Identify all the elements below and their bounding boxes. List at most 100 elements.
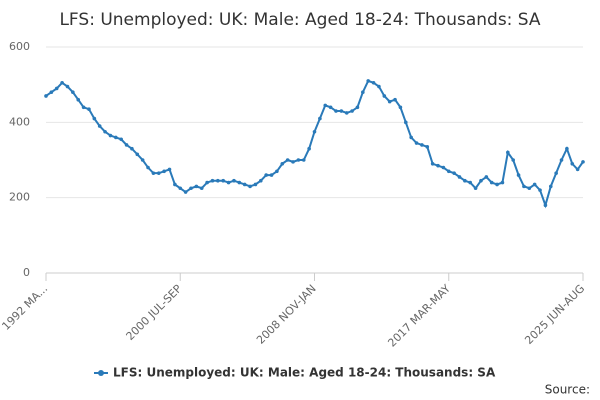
data-point — [280, 161, 285, 166]
x-tick-label: 2025 JUN-AUG — [522, 282, 587, 347]
data-point — [393, 97, 397, 102]
data-point — [554, 171, 558, 175]
x-tick-label: 2000 JUL-SEP — [123, 282, 184, 343]
data-point — [318, 116, 322, 121]
data-point — [420, 143, 424, 147]
data-point — [441, 165, 446, 170]
data-point — [398, 105, 403, 110]
data-point — [548, 184, 553, 189]
data-point — [409, 135, 413, 140]
data-point — [559, 158, 564, 162]
data-point — [479, 178, 483, 183]
data-point — [350, 109, 354, 113]
data-point — [403, 120, 408, 125]
y-tick-label: 200 — [9, 191, 30, 204]
data-point — [425, 145, 430, 149]
data-point — [97, 124, 102, 128]
data-point — [54, 86, 59, 91]
data-point — [312, 129, 317, 134]
data-point — [328, 105, 333, 110]
x-tick-label: 2017 MAR-MAY — [385, 282, 453, 350]
chart-title: LFS: Unemployed: UK: Male: Aged 18-24: T… — [59, 10, 540, 30]
data-point — [124, 143, 129, 147]
data-point — [151, 171, 156, 175]
data-point — [361, 90, 365, 94]
data-point — [382, 94, 387, 98]
data-point — [44, 94, 48, 98]
data-point — [291, 160, 295, 164]
data-point — [452, 171, 456, 175]
data-point — [543, 203, 548, 207]
data-point — [259, 178, 263, 183]
data-point — [500, 180, 505, 185]
data-point — [511, 158, 515, 162]
legend-marker — [98, 370, 104, 376]
data-point — [334, 109, 338, 113]
data-point — [565, 146, 569, 151]
data-point — [468, 180, 473, 185]
data-point — [178, 186, 183, 191]
data-point — [446, 169, 451, 174]
data-point — [436, 163, 440, 168]
data-point — [108, 133, 113, 138]
data-point — [237, 180, 242, 185]
data-point — [253, 182, 258, 187]
data-point — [183, 190, 188, 194]
data-point — [189, 186, 193, 191]
data-point — [194, 184, 199, 189]
data-point — [532, 182, 537, 187]
data-point — [522, 184, 526, 189]
data-point — [414, 141, 419, 145]
data-point — [506, 150, 510, 155]
data-point — [49, 90, 54, 94]
data-point — [87, 107, 91, 111]
data-point — [65, 84, 70, 89]
data-point — [76, 97, 81, 102]
data-point — [130, 146, 134, 151]
data-point — [216, 178, 220, 183]
data-point — [575, 167, 580, 172]
data-point — [140, 158, 145, 162]
data-point — [156, 171, 161, 175]
data-point — [199, 186, 204, 191]
y-tick-label: 600 — [9, 40, 30, 53]
data-point — [581, 160, 585, 164]
data-point — [484, 175, 489, 179]
data-point — [371, 80, 376, 85]
data-point — [103, 129, 107, 134]
data-point — [516, 173, 521, 177]
data-point — [173, 182, 177, 187]
data-point — [495, 182, 499, 187]
data-point — [221, 178, 226, 183]
data-point — [387, 99, 392, 104]
data-point — [275, 169, 279, 174]
data-point — [344, 111, 349, 115]
data-point — [285, 158, 290, 162]
legend-label: LFS: Unemployed: UK: Male: Aged 18-24: T… — [113, 366, 496, 380]
data-point — [210, 178, 215, 183]
data-point — [570, 161, 575, 166]
series-line — [45, 79, 584, 209]
data-point — [81, 105, 86, 110]
data-point — [71, 90, 75, 94]
x-tick-label: 1992 MA... — [0, 282, 50, 333]
data-point — [307, 146, 311, 151]
data-point — [473, 186, 478, 191]
data-point — [430, 161, 435, 166]
data-point — [119, 137, 123, 142]
data-point — [296, 158, 301, 162]
data-point — [377, 84, 381, 89]
data-point — [114, 135, 118, 140]
data-point — [527, 186, 532, 191]
data-point — [457, 175, 462, 179]
data-point — [162, 169, 166, 174]
x-tick-label: 2008 NOV-JAN — [254, 282, 319, 347]
data-point — [205, 180, 209, 185]
data-point — [92, 116, 97, 121]
data-point — [232, 178, 236, 183]
source: Source: — [545, 383, 590, 397]
data-point — [489, 180, 494, 185]
y-tick-label: 400 — [9, 115, 30, 128]
data-point — [242, 182, 247, 187]
